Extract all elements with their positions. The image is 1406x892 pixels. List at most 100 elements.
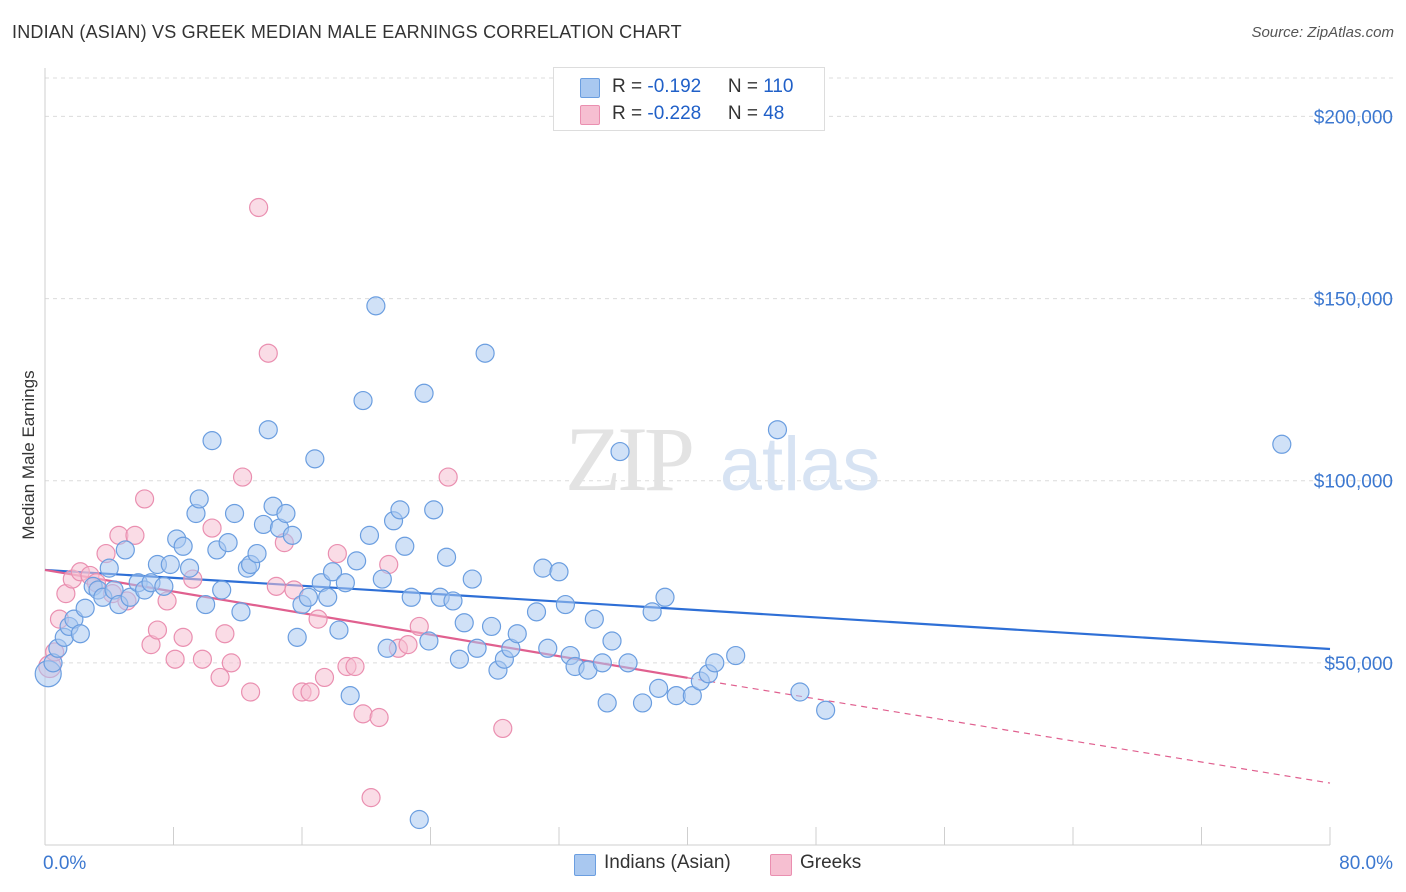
greeks-point bbox=[241, 682, 261, 702]
indians-point bbox=[481, 616, 502, 637]
bottom-legend-swatch-pink bbox=[770, 854, 792, 876]
indians-point bbox=[648, 678, 669, 698]
indians-point bbox=[329, 620, 349, 640]
greeks-point bbox=[327, 543, 347, 564]
legend-n-label: N = bbox=[727, 103, 764, 124]
y-tick-label: $150,000 bbox=[1314, 290, 1393, 311]
indians-point bbox=[154, 576, 174, 596]
greeks-point bbox=[409, 616, 429, 637]
indians-point bbox=[597, 693, 617, 713]
indians-point bbox=[366, 296, 386, 316]
indians-point bbox=[602, 631, 622, 651]
greeks-point bbox=[147, 620, 168, 640]
indians-point bbox=[298, 587, 319, 607]
indians-point bbox=[353, 390, 373, 411]
greeks-point bbox=[249, 197, 269, 218]
greeks-point bbox=[300, 682, 320, 702]
indians-point bbox=[507, 624, 527, 644]
indians-point bbox=[533, 558, 553, 578]
indians-point bbox=[538, 638, 558, 658]
legend-n-value: 48 bbox=[763, 103, 785, 124]
legend-n-value: 110 bbox=[763, 76, 794, 97]
legend-r-value: -0.192 bbox=[647, 76, 702, 97]
axes bbox=[44, 68, 1331, 846]
legend-swatch-pink bbox=[580, 105, 600, 125]
indians-point bbox=[160, 554, 180, 575]
indians-point bbox=[173, 536, 193, 556]
correlation-legend: R = -0.192 N = 110 R = -0.228 N = 48 bbox=[553, 67, 825, 131]
indians-point bbox=[666, 686, 686, 706]
indians-point bbox=[549, 562, 569, 582]
indians-point bbox=[462, 569, 482, 589]
watermark-atlas: atlas bbox=[720, 422, 881, 507]
indians-point bbox=[449, 649, 470, 669]
indians-point bbox=[767, 420, 788, 440]
greeks-point bbox=[215, 624, 235, 644]
source-label: Source: ZipAtlas.com bbox=[1251, 24, 1394, 41]
indians-point bbox=[642, 602, 662, 622]
indians-point bbox=[1272, 434, 1292, 454]
indians-point bbox=[632, 693, 653, 713]
indians-point bbox=[790, 682, 810, 702]
greeks-point bbox=[192, 649, 213, 669]
indians-point bbox=[202, 431, 222, 451]
y-tick-label: $200,000 bbox=[1314, 107, 1393, 128]
trend-lines bbox=[44, 568, 1331, 784]
indians-point bbox=[99, 558, 119, 578]
indians-point bbox=[359, 525, 380, 545]
indians-point bbox=[454, 613, 474, 633]
greeks-point bbox=[345, 656, 365, 677]
indians-point bbox=[618, 653, 638, 673]
indians-point bbox=[340, 686, 360, 706]
indians-point bbox=[610, 441, 630, 462]
legend-r-label: R = bbox=[612, 103, 648, 124]
indians-points bbox=[34, 296, 1292, 830]
greeks-point bbox=[202, 518, 222, 538]
legend-n-label: N = bbox=[727, 76, 764, 97]
greeks-point bbox=[134, 489, 155, 509]
y-axis-label: Median Male Earnings bbox=[19, 370, 38, 539]
greeks-point bbox=[266, 576, 286, 596]
indians-point bbox=[419, 631, 439, 651]
indians-point bbox=[212, 580, 232, 600]
indians-point bbox=[179, 558, 200, 578]
indians-point bbox=[115, 540, 135, 560]
greeks-point bbox=[232, 467, 253, 487]
indians-point bbox=[231, 602, 251, 622]
greeks-point bbox=[210, 667, 230, 688]
tick-labels: $50,000 $100,000 $150,000 $200,000 0.0% 80.0% bbox=[43, 107, 1393, 874]
indians-point bbox=[70, 624, 90, 644]
y-tick-label: $100,000 bbox=[1314, 472, 1393, 493]
indians-point bbox=[347, 551, 367, 571]
indians-point bbox=[247, 543, 267, 564]
indians-point bbox=[424, 500, 444, 520]
indians-point bbox=[196, 594, 216, 615]
indians-point bbox=[75, 598, 95, 618]
x-tick-label: 0.0% bbox=[43, 853, 86, 874]
greeks-point bbox=[438, 467, 458, 487]
indians-point bbox=[526, 602, 547, 622]
indians-point bbox=[253, 514, 274, 535]
indians-point bbox=[218, 533, 238, 553]
indians-point bbox=[584, 609, 604, 629]
greeks-point bbox=[221, 653, 241, 673]
indians-point bbox=[287, 627, 307, 647]
greeks-point bbox=[314, 667, 335, 688]
x-tick-label: 80.0% bbox=[1339, 853, 1393, 874]
indians-point bbox=[305, 449, 325, 469]
indians-point bbox=[467, 638, 487, 658]
greeks-point bbox=[258, 343, 278, 363]
chart-title: INDIAN (ASIAN) VS GREEK MEDIAN MALE EARN… bbox=[12, 22, 682, 42]
greeks-point bbox=[353, 704, 373, 724]
indians-point bbox=[282, 525, 302, 545]
legend-r-value: -0.228 bbox=[647, 103, 702, 124]
indians-point bbox=[436, 547, 457, 567]
indians-point bbox=[322, 562, 343, 582]
indians-point bbox=[377, 638, 397, 658]
indians-point bbox=[443, 591, 463, 611]
indians-point bbox=[224, 503, 245, 524]
legend-swatch-blue bbox=[580, 78, 600, 98]
indians-trend-line bbox=[44, 568, 1331, 651]
greeks-point bbox=[125, 525, 145, 545]
